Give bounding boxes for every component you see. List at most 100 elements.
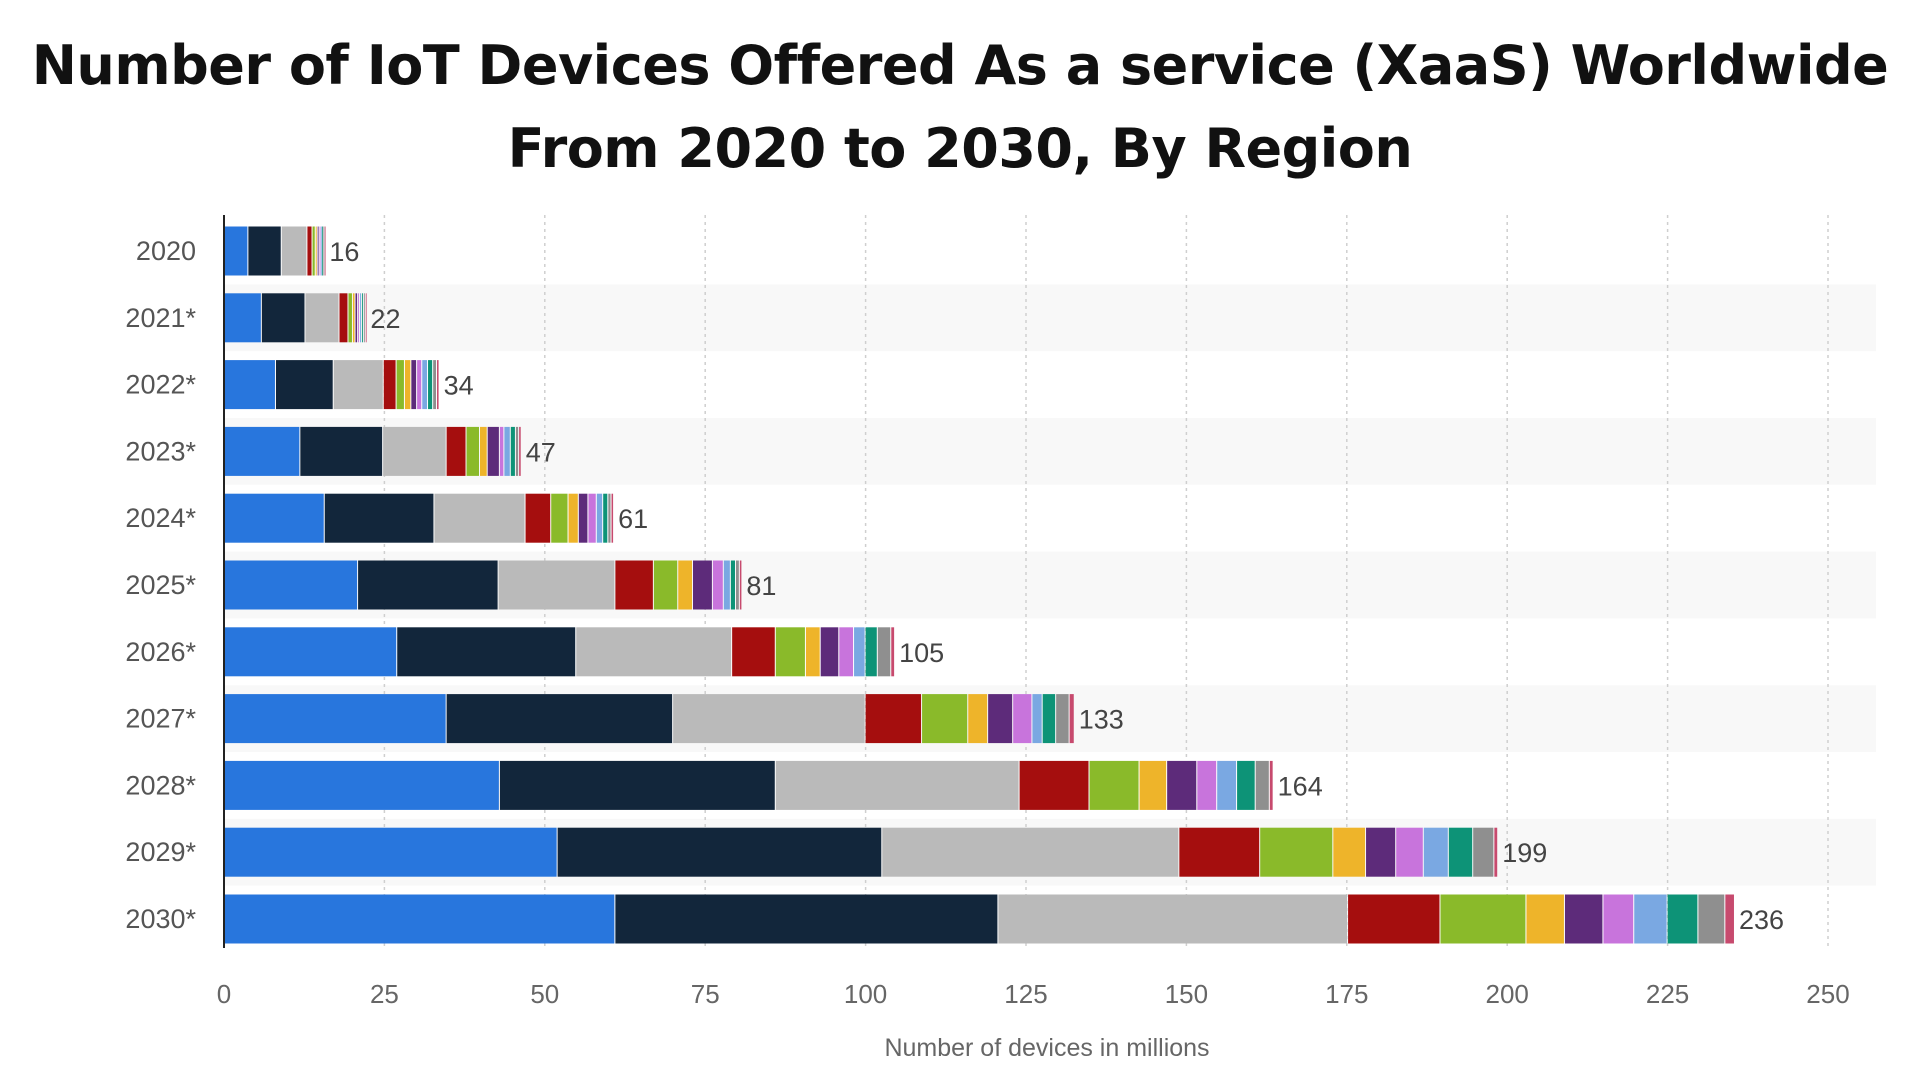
- bar-segment-2027-s2: [446, 694, 673, 744]
- y-tick-label: 2025*: [125, 570, 196, 600]
- bar-segment-2028-s11: [1255, 760, 1269, 810]
- bar-segment-2021-s2: [261, 293, 305, 343]
- x-tick-label: 175: [1325, 979, 1368, 1009]
- bar-segment-2030-s12: [1725, 894, 1734, 944]
- bar-segment-2023-s1: [224, 426, 300, 476]
- row-band: [224, 284, 1876, 352]
- bar-segment-2028-s5: [1089, 760, 1139, 810]
- bar-segment-2027-s10: [1042, 694, 1056, 744]
- chart-title-line-2: From 2020 to 2030, By Region: [507, 117, 1413, 180]
- total-label: 34: [444, 371, 474, 401]
- bar-segment-2021-s3: [305, 293, 339, 343]
- bar-segment-2025-s2: [358, 560, 498, 610]
- bar-segment-2021-s8: [358, 293, 360, 343]
- total-label: 81: [746, 571, 776, 601]
- bar-segment-2024-s9: [596, 493, 603, 543]
- bar-segment-2020-s8: [319, 226, 321, 276]
- bar-segment-2023-s11: [515, 426, 519, 476]
- x-tick-label: 50: [530, 979, 559, 1009]
- bar-segment-2028-s9: [1217, 760, 1237, 810]
- bar-segment-2026-s6: [805, 627, 820, 677]
- bar-segment-2025-s9: [723, 560, 730, 610]
- bar-segment-2021-s10: [361, 293, 363, 343]
- y-tick-label: 2026*: [125, 637, 196, 667]
- bar-segment-2020-s6: [315, 226, 317, 276]
- total-label: 47: [526, 437, 556, 467]
- bar-segment-2030-s9: [1634, 894, 1667, 944]
- bar-segment-2022-s11: [433, 360, 437, 410]
- bar-segment-2024-s11: [608, 493, 611, 543]
- x-tick-label: 75: [691, 979, 720, 1009]
- bar-segment-2026-s10: [865, 627, 877, 677]
- total-label: 105: [899, 638, 944, 668]
- total-label: 22: [370, 304, 400, 334]
- bar-segment-2025-s8: [712, 560, 723, 610]
- bar-segment-2026-s11: [877, 627, 891, 677]
- bar-segment-2020-s10: [322, 226, 323, 276]
- bar-segment-2030-s8: [1603, 894, 1634, 944]
- bar-segment-2025-s4: [615, 560, 653, 610]
- bar-segment-2024-s10: [603, 493, 608, 543]
- bar-segment-2022-s10: [428, 360, 433, 410]
- bar-segment-2027-s1: [224, 694, 446, 744]
- bar-segment-2024-s2: [324, 493, 434, 543]
- y-tick-label: 2027*: [125, 704, 196, 734]
- bar-segment-2022-s5: [396, 360, 404, 410]
- bar-segment-2022-s6: [404, 360, 411, 410]
- y-tick-label: 2024*: [125, 503, 196, 533]
- bar-segment-2021-s12: [365, 293, 367, 343]
- bar-segment-2023-s3: [383, 426, 446, 476]
- bar-segment-2025-s5: [653, 560, 678, 610]
- bar-segment-2030-s6: [1526, 894, 1564, 944]
- bar-segment-2027-s9: [1032, 694, 1042, 744]
- bar-segment-2021-s7: [355, 293, 358, 343]
- y-tick-label: 2029*: [125, 837, 196, 867]
- bar-segment-2023-s7: [487, 426, 499, 476]
- bar-segment-2024-s12: [611, 493, 614, 543]
- bar-segment-2027-s6: [968, 694, 988, 744]
- x-tick-label: 250: [1806, 979, 1849, 1009]
- total-label: 236: [1739, 905, 1784, 935]
- bar-segment-2021-s6: [352, 293, 355, 343]
- total-label: 164: [1278, 771, 1323, 801]
- bar-segment-2029-s9: [1423, 827, 1448, 877]
- bar-segment-2024-s5: [551, 493, 568, 543]
- bar-segment-2025-s12: [739, 560, 742, 610]
- y-tick-label: 2030*: [125, 904, 196, 934]
- bar-segment-2030-s11: [1698, 894, 1725, 944]
- y-tick-label: 2020: [136, 236, 196, 266]
- bar-segment-2027-s3: [673, 694, 865, 744]
- bar-segment-2024-s1: [224, 493, 324, 543]
- bar-segment-2022-s3: [333, 360, 383, 410]
- bar-segment-2023-s6: [479, 426, 487, 476]
- bar-segment-2030-s4: [1348, 894, 1440, 944]
- bar-segment-2024-s6: [568, 493, 578, 543]
- bar-segment-2023-s4: [446, 426, 466, 476]
- bar-segment-2027-s12: [1069, 694, 1074, 744]
- bar-segment-2020-s1: [224, 226, 248, 276]
- bar-segment-2027-s7: [988, 694, 1013, 744]
- bar-segment-2021-s9: [360, 293, 361, 343]
- bar-segment-2026-s7: [820, 627, 839, 677]
- bar-segment-2021-s5: [348, 293, 352, 343]
- chart-title-line-1: Number of IoT Devices Offered As a servi…: [31, 34, 1889, 97]
- bar-segment-2029-s6: [1333, 827, 1366, 877]
- bar-segment-2026-s4: [732, 627, 775, 677]
- bar-segment-2028-s12: [1269, 760, 1273, 810]
- total-label: 133: [1079, 705, 1124, 735]
- y-tick-label: 2022*: [125, 370, 196, 400]
- bar-segment-2020-s3: [281, 226, 307, 276]
- bar-segment-2023-s2: [300, 426, 383, 476]
- bar-segment-2029-s2: [557, 827, 882, 877]
- x-tick-label: 0: [217, 979, 231, 1009]
- bar-segment-2030-s1: [224, 894, 615, 944]
- bar-segment-2022-s1: [224, 360, 275, 410]
- bar-segment-2030-s10: [1667, 894, 1698, 944]
- bar-segment-2023-s10: [510, 426, 515, 476]
- bar-segment-2022-s9: [422, 360, 428, 410]
- bar-segment-2020-s12: [324, 226, 326, 276]
- bar-segment-2028-s1: [224, 760, 499, 810]
- bar-segment-2029-s4: [1179, 827, 1260, 877]
- y-tick-label: 2021*: [125, 303, 196, 333]
